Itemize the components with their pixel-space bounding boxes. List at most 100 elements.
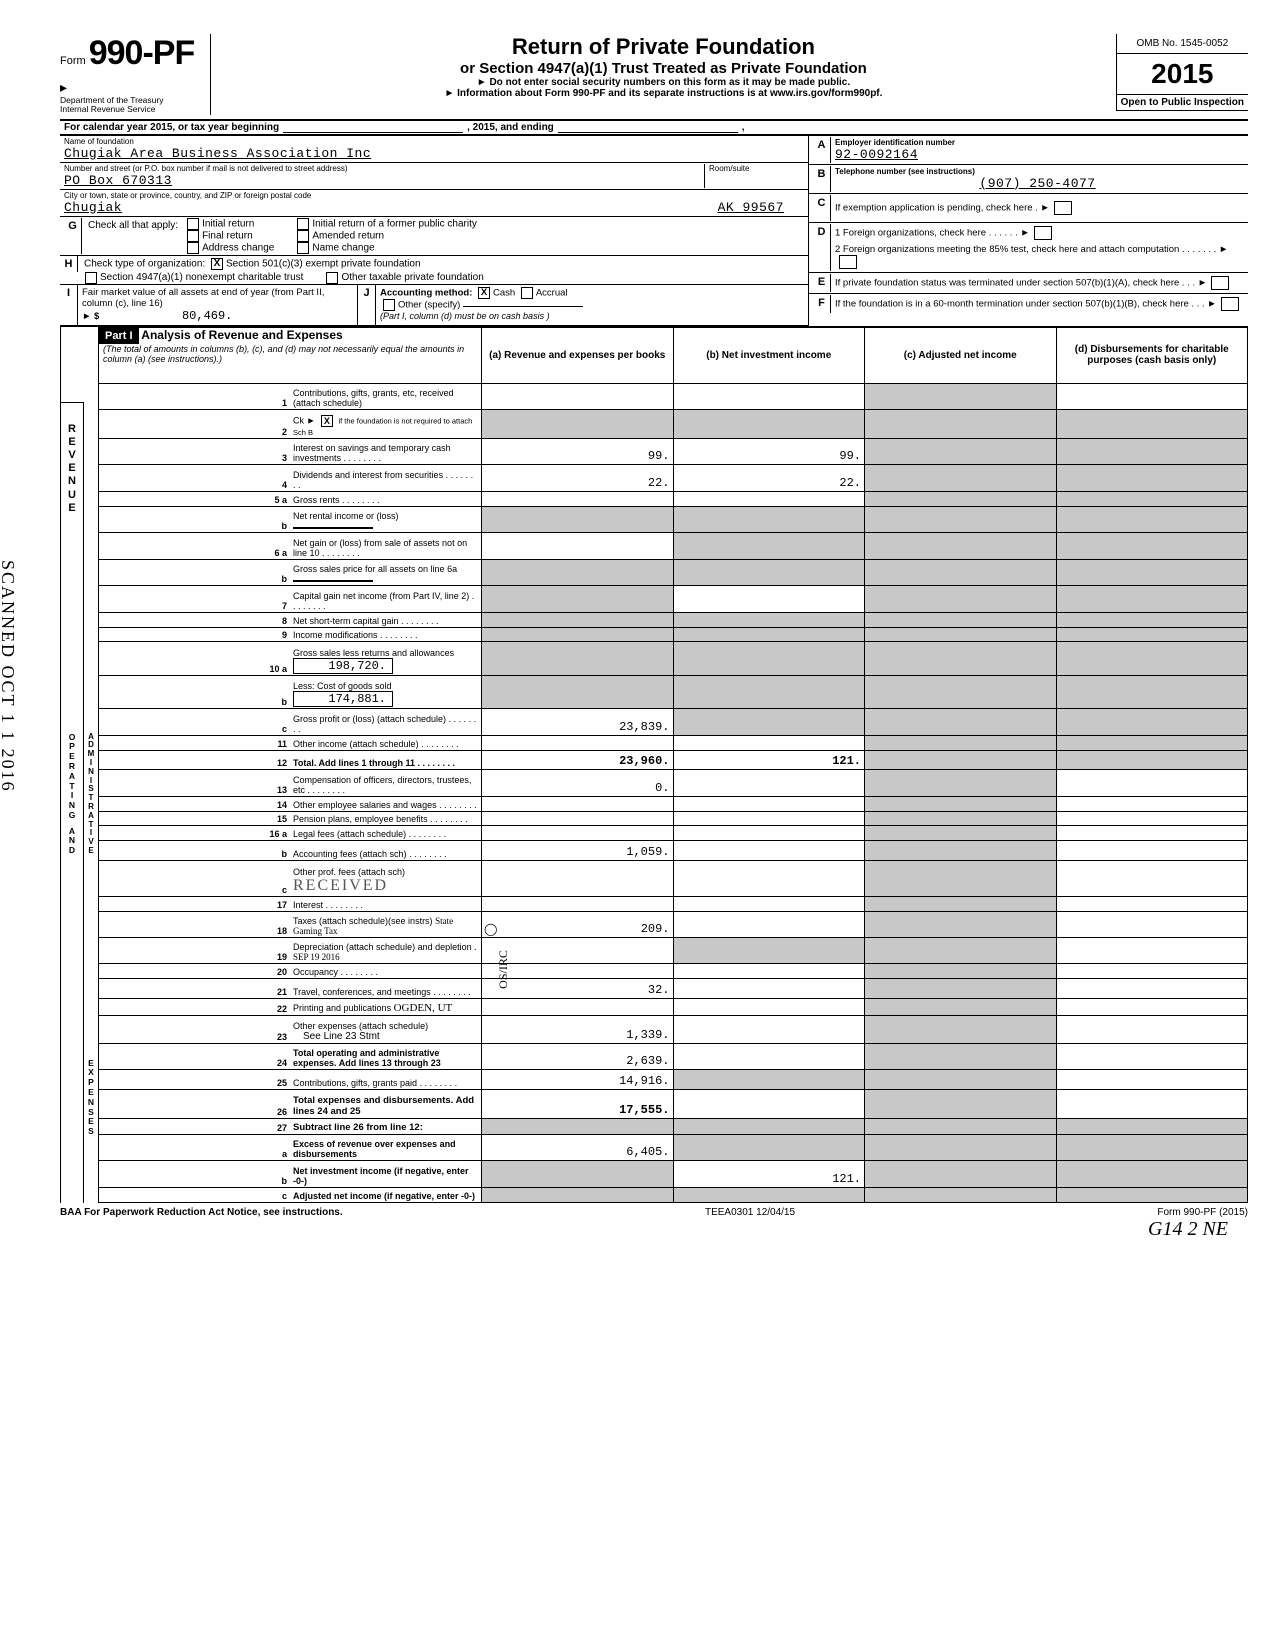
ck-initial[interactable] [187,218,199,230]
l26: Total expenses and disbursements. Add li… [293,1095,474,1117]
received-stamp: RECEIVED [293,877,388,894]
l3: Interest on savings and temporary cash i… [293,443,451,463]
ogden-stamp: OGDEN, UT [394,1002,453,1014]
room-lbl: Room/suite [709,164,804,173]
l19: Depreciation (attach schedule) and deple… [293,942,472,952]
l27a: Excess of revenue over expenses and disb… [293,1139,456,1159]
ck-other-tax[interactable] [326,272,338,284]
v13a: 0. [482,770,674,796]
part1-hdr: Part I [99,328,139,344]
ck-schb[interactable]: X [321,415,333,427]
side-admin: ADMINISTRATIVE [84,723,98,1053]
section-ij: I Fair market value of all assets at end… [60,285,808,326]
ck-initial-former[interactable] [297,218,309,230]
ck-d2[interactable] [839,255,857,269]
form-title: Return of Private Foundation [221,34,1105,60]
v12b: 121. [673,750,865,770]
l2b: if the foundation is not required to att… [293,416,472,437]
l27: Subtract line 26 from line 12: [293,1122,423,1133]
e-label: If private foundation status was termina… [835,277,1207,288]
ck-e[interactable] [1211,276,1229,290]
dept-irs: Internal Revenue Service [60,105,194,114]
l25: Contributions, gifts, grants paid [293,1078,417,1088]
v25a: 14,916. [482,1070,674,1090]
v4b: 22. [673,465,865,491]
l12: Total. Add lines 1 through 11 [293,758,415,768]
l14: Other employee salaries and wages [293,800,437,810]
period-a: For calendar year 2015, or tax year begi… [64,122,279,133]
l10a: Gross sales less returns and allowances [293,648,454,658]
ck-c[interactable] [1054,201,1072,215]
ck-d1[interactable] [1034,226,1052,240]
ein: 92-0092164 [835,147,1240,162]
form-number: Form 990-PF [60,34,194,73]
ck-501c3[interactable]: X [211,258,223,270]
l18: Taxes (attach schedule)(see instrs) [293,916,433,926]
j-other: Other (specify) [398,299,460,310]
v12a: 23,960. [482,750,674,770]
period-row: For calendar year 2015, or tax year begi… [60,121,1248,135]
side-revenue: REVENUE [60,403,84,723]
ck-4947[interactable] [85,272,97,284]
v27a: 6,405. [482,1134,674,1160]
l5b: Net rental income or (loss) [293,511,399,521]
v18a: 209. [641,922,670,936]
side-operating: OPERATING AND [60,723,84,1203]
section-h: H Check type of organization: XSection 5… [60,256,808,285]
h-opt1: Section 501(c)(3) exempt private foundat… [226,258,421,269]
l21: Travel, conferences, and meetings [293,987,431,997]
l6a: Net gain or (loss) from sale of assets n… [293,538,467,558]
phone: (907) 250-4077 [835,176,1240,191]
v10a: 198,720. [293,658,393,674]
street-address: PO Box 670313 [64,173,704,188]
j-note: (Part I, column (d) must be on cash basi… [380,311,550,321]
footer-code: TEEA0301 12/04/15 [705,1207,795,1218]
v3b: 99. [673,438,865,464]
l10b: Less: Cost of goods sold [293,681,392,691]
form-prefix: Form [60,55,86,67]
l10c: Gross profit or (loss) (attach schedule) [293,714,446,724]
part1-title: Analysis of Revenue and Expenses [141,328,342,342]
footer: BAA For Paperwork Reduction Act Notice, … [60,1207,1248,1218]
l23: Other expenses (attach schedule) [293,1021,428,1031]
ck-accrual[interactable] [521,287,533,299]
g-opt2: Address change [202,242,274,253]
form-instr2: ► Information about Form 990-PF and its … [221,88,1105,99]
ck-namechange[interactable] [297,242,309,254]
form-number-big: 990-PF [89,34,195,72]
l2: Ck ► [293,415,315,425]
analysis-table: Part I Analysis of Revenue and Expenses … [98,327,1248,1203]
h-label: Check type of organization: [84,258,205,269]
g-opt4: Amended return [312,230,384,241]
footer-baa: BAA For Paperwork Reduction Act Notice, … [60,1207,343,1218]
l27c: Adjusted net income (if negative, enter … [293,1191,475,1201]
ck-f[interactable] [1221,297,1239,311]
l7: Capital gain net income (from Part IV, l… [293,591,469,601]
l9: Income modifications [293,630,378,640]
scanned-stamp: SCANNED OCT 1 1 2016 [0,560,18,793]
section-g: G Check all that apply: Initial return F… [60,217,808,256]
col-d-hdr: (d) Disbursements for charitable purpose… [1056,327,1248,383]
ck-other-method[interactable] [383,299,395,311]
d1-label: 1 Foreign organizations, check here . . … [835,227,1030,238]
h-opt3: Other taxable private foundation [341,272,483,284]
ck-amended[interactable] [297,230,309,242]
omb-no: OMB No. 1545-0052 [1117,34,1248,54]
l6b: Gross sales price for all assets on line… [293,564,457,574]
v3a: 99. [482,438,674,464]
l17: Interest [293,900,323,910]
city: Chugiak [64,200,122,215]
h-opt2: Section 4947(a)(1) nonexempt charitable … [100,272,303,284]
id-block: Name of foundation Chugiak Area Business… [60,135,1248,327]
ck-address[interactable] [187,242,199,254]
ck-final[interactable] [187,230,199,242]
period-c: , [742,122,745,133]
l11: Other income (attach schedule) [293,739,419,749]
j-label: Accounting method: [380,287,472,298]
ck-cash[interactable]: X [478,287,490,299]
v10ca: 23,839. [482,709,674,735]
title-block: Return of Private Foundation or Section … [221,34,1105,99]
footer-handwriting: G14 2 NE [60,1218,1248,1241]
l4: Dividends and interest from securities [293,470,443,480]
v24a: 2,639. [482,1043,674,1069]
